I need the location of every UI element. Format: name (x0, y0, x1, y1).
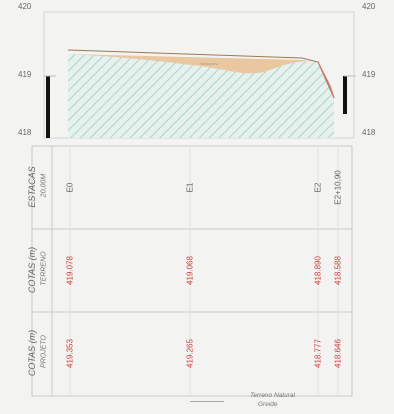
terrain-value-2: 418.890 (313, 256, 323, 285)
row-header-stakes: ESTACAS (27, 166, 37, 208)
project-value-0: 419.353 (65, 339, 75, 368)
project-value-3: 418.646 (333, 339, 343, 368)
soil-hatch (68, 54, 334, 138)
row-header-terrain: COTAS (m) (27, 246, 37, 294)
stake-e2: E2 (313, 182, 323, 193)
legend-terrain-natural: Terreno Natural (250, 392, 295, 399)
terrain-value-3: 418.588 (333, 256, 343, 285)
stake-e0: E0 (65, 182, 75, 193)
project-value-1: 419.265 (185, 339, 195, 368)
project-value-2: 418.777 (313, 339, 323, 368)
row-subheader-project: PROJETO (40, 335, 48, 368)
elevation-label-bottom-right: 418 (362, 128, 376, 137)
legend-greide: Greide (258, 401, 278, 408)
terrain-value-1: 419.068 (185, 256, 195, 285)
elevation-label-bottom-left: 418 (18, 128, 32, 137)
stake-e2-plus: E2+10,90 (333, 170, 343, 205)
row-subheader-terrain: TERRENO (40, 251, 48, 286)
elevation-label-mid-left: 419 (18, 70, 32, 79)
right-marker (343, 76, 347, 114)
row-header-project: COTAS (m) (27, 329, 37, 377)
row-subheader-stakes: 20,00M (40, 173, 48, 198)
longitudinal-profile-graphic (43, 11, 356, 139)
fill-band (68, 54, 318, 74)
stake-e1: E1 (185, 182, 195, 193)
elevation-label-mid-right: 419 (362, 70, 376, 79)
legend-swatch (190, 401, 224, 402)
left-marker (46, 76, 50, 138)
band-label: ~~~~~~ (200, 62, 218, 68)
elevation-label-top-right: 420 (362, 2, 376, 11)
elevation-label-top-left: 420 (18, 2, 32, 11)
project-line (317, 61, 335, 99)
terrain-value-0: 419.078 (65, 256, 75, 285)
terrain-line (67, 49, 335, 99)
